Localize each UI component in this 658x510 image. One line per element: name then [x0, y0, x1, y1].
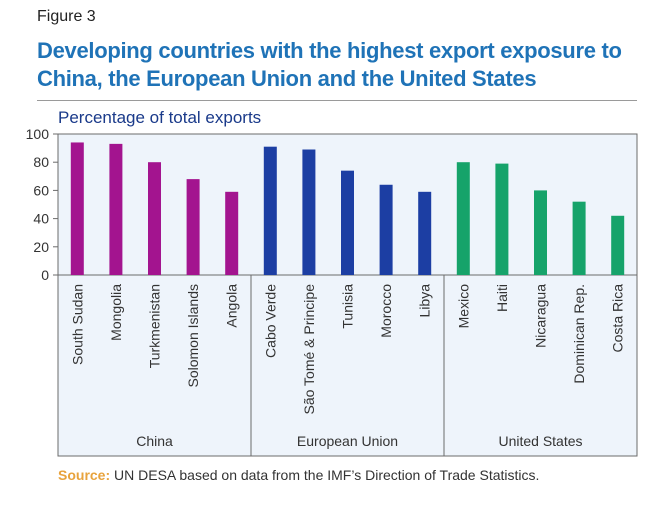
- group-label: United States: [498, 433, 582, 449]
- x-tick-label: Morocco: [378, 284, 394, 338]
- source-text: UN DESA based on data from the IMF’s Dir…: [114, 467, 540, 483]
- bar: [109, 143, 123, 275]
- bar: [456, 162, 470, 275]
- y-tick-label: 40: [33, 211, 49, 227]
- group-label: China: [136, 433, 173, 449]
- x-tick-label: Tunisia: [340, 284, 356, 329]
- bar: [572, 201, 586, 275]
- x-tick-label: Mongolia: [108, 284, 124, 341]
- y-tick-label: 100: [26, 126, 50, 142]
- group-label: European Union: [297, 433, 398, 449]
- source-note: Source: UN DESA based on data from the I…: [58, 467, 539, 483]
- y-tick-label: 60: [33, 182, 49, 198]
- x-tick-label: Haiti: [494, 284, 510, 312]
- bar: [611, 215, 625, 275]
- bar: [225, 191, 239, 275]
- y-tick-label: 80: [33, 154, 49, 170]
- x-tick-label: South Sudan: [69, 284, 85, 365]
- bar: [418, 191, 432, 275]
- x-tick-label: Libya: [417, 284, 433, 318]
- bar: [341, 170, 354, 275]
- chart-title: Developing countries with the highest ex…: [37, 38, 622, 91]
- bar: [534, 190, 547, 275]
- bar: [263, 146, 277, 275]
- bar: [70, 142, 84, 275]
- bar: [302, 149, 316, 275]
- x-tick-label: Solomon Islands: [185, 284, 201, 388]
- source-label: Source:: [58, 467, 111, 483]
- y-axis-label: Percentage of total exports: [58, 108, 262, 127]
- bar: [186, 179, 200, 275]
- y-tick-label: 20: [33, 239, 49, 255]
- bar: [148, 162, 161, 275]
- x-tick-label: Cabo Verde: [262, 284, 278, 358]
- x-tick-label: Angola: [224, 284, 240, 328]
- x-tick-label: São Tomé & Principe: [301, 284, 317, 415]
- bar: [495, 163, 509, 275]
- y-tick-label: 0: [41, 267, 49, 283]
- figure-label: Figure 3: [37, 8, 96, 25]
- x-tick-label: Nicaragua: [533, 284, 549, 348]
- x-tick-label: Mexico: [455, 284, 471, 329]
- x-tick-label: Dominican Rep.: [571, 284, 587, 384]
- x-tick-label: Turkmenistan: [147, 284, 163, 368]
- title-divider: [37, 100, 637, 101]
- x-tick-label: Costa Rica: [610, 284, 626, 353]
- bar: [379, 184, 393, 275]
